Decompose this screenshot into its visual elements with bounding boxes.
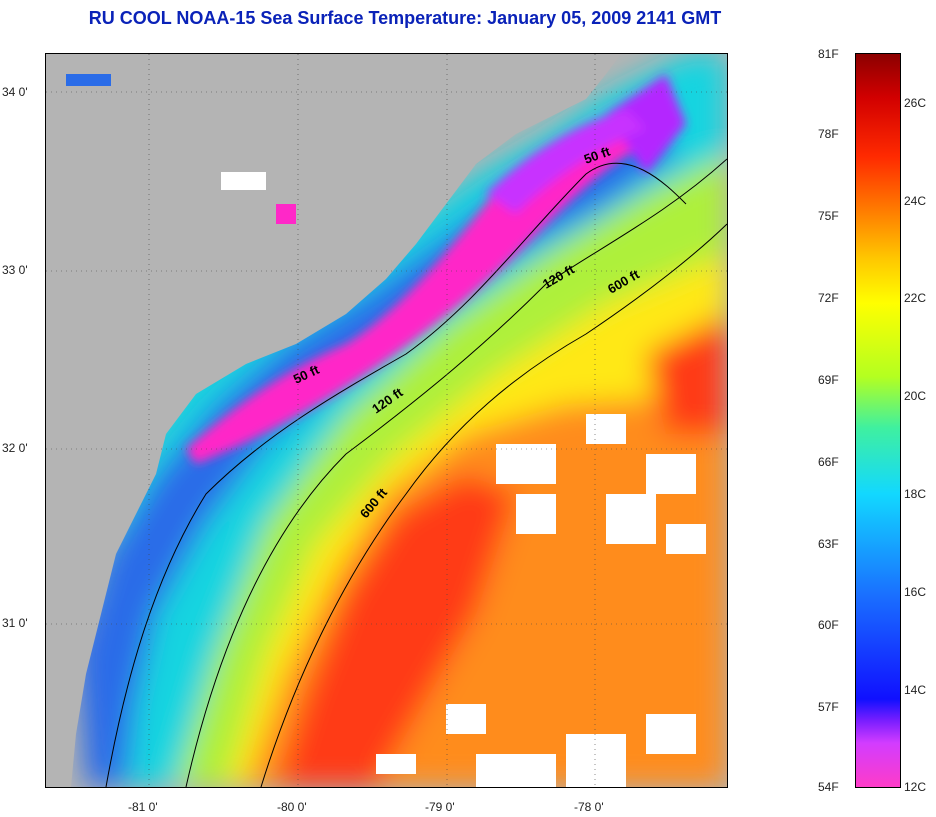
lat-label: 34 0' <box>2 85 28 99</box>
land-mass <box>46 54 621 787</box>
lon-label: -79 0' <box>425 800 455 814</box>
legend-f-label: 69F <box>818 373 839 387</box>
legend-c-label: 14C <box>904 683 927 697</box>
map-grid <box>46 54 727 787</box>
legend-f-label: 60F <box>818 618 839 632</box>
legend-f-label: 75F <box>818 209 839 223</box>
map-title: RU COOL NOAA-15 Sea Surface Temperature:… <box>88 8 722 28</box>
legend-f-label: 78F <box>818 127 839 141</box>
legend-c-label: 20C <box>904 389 927 403</box>
cloud-mask <box>376 414 706 787</box>
lat-label: 33 0' <box>2 263 28 277</box>
sst-map[interactable]: 50 ft 120 ft 600 ft 50 ft 120 ft 600 ft <box>45 53 728 788</box>
legend-c-label: 26C <box>904 96 927 110</box>
legend-f-label: 72F <box>818 291 839 305</box>
legend-c-label: 22C <box>904 291 927 305</box>
legend-f-label: 66F <box>818 455 839 469</box>
legend-c-label: 12C <box>904 780 927 794</box>
lon-label: -80 0' <box>277 800 307 814</box>
legend-c-label: 16C <box>904 585 927 599</box>
legend-f-label: 63F <box>818 537 839 551</box>
lon-label: -81 0' <box>128 800 158 814</box>
nearshore-cold-band <box>186 74 686 464</box>
legend-c-label: 18C <box>904 487 927 501</box>
lat-label: 31 0' <box>2 616 28 630</box>
isobath-600ft <box>260 223 727 787</box>
isobath-lines <box>105 158 727 787</box>
isobath-120ft <box>185 158 727 787</box>
legend-f-label: 54F <box>818 780 839 794</box>
legend-f-label: 81F <box>818 47 839 61</box>
legend-c-label: 24C <box>904 194 927 208</box>
color-legend-bar <box>855 53 901 788</box>
inland-specks <box>66 74 296 224</box>
lon-label: -78 0' <box>574 800 604 814</box>
legend-f-label: 57F <box>818 700 839 714</box>
lat-label: 32 0' <box>2 441 28 455</box>
isobath-50ft <box>105 162 687 787</box>
